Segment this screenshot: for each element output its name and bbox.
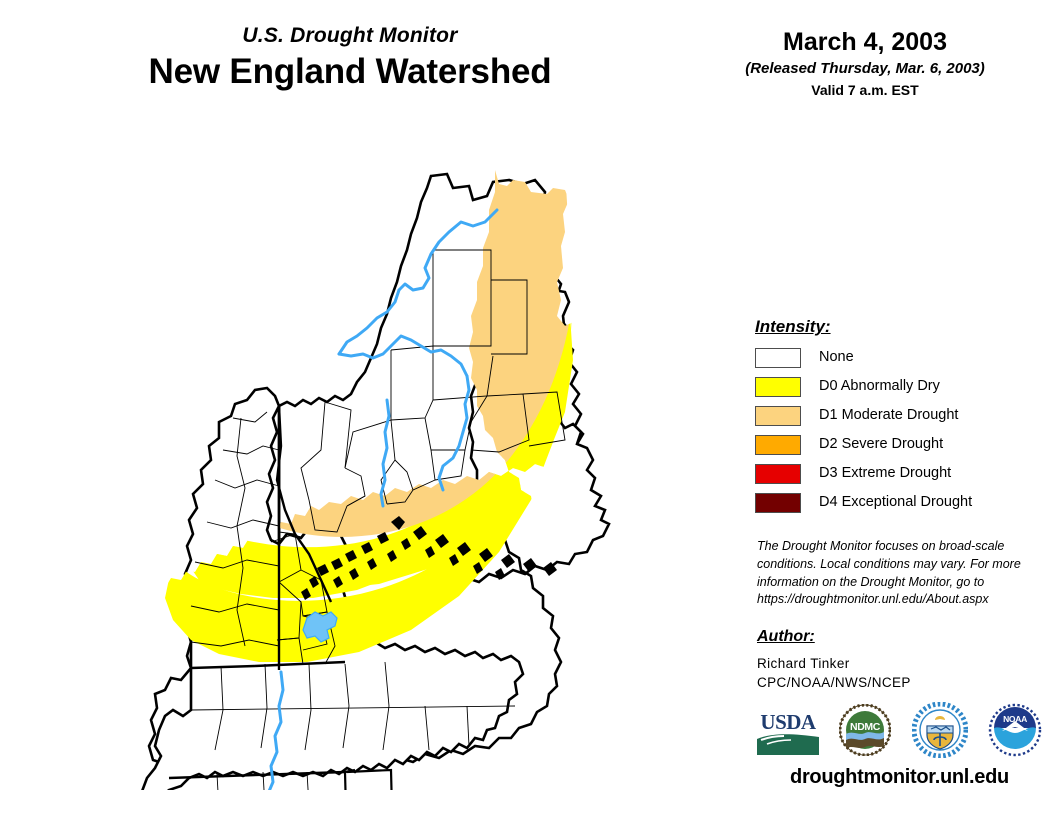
river-kennebec bbox=[379, 398, 391, 508]
map-coastline-detail bbox=[301, 516, 557, 600]
county-line-vt-6 bbox=[190, 603, 280, 613]
county-line-aroostook-e bbox=[491, 279, 528, 355]
d0-band bbox=[165, 290, 572, 662]
county-line-washington bbox=[522, 391, 566, 447]
author-title: Author: bbox=[757, 628, 815, 645]
map-rivers bbox=[267, 208, 499, 790]
legend-swatch-none bbox=[755, 347, 801, 368]
release-date: (Released Thursday, Mar. 6, 2003) bbox=[745, 59, 985, 77]
partner-logos: USDA NDMC bbox=[757, 701, 1042, 763]
county-line-cumberland bbox=[346, 495, 366, 507]
svg-text:NDMC: NDMC bbox=[850, 721, 881, 733]
legend-label-d0: D0 Abnormally Dry bbox=[819, 377, 940, 394]
title-block-left: U.S. Drought Monitor New England Watersh… bbox=[40, 24, 660, 92]
county-line-york bbox=[308, 499, 348, 533]
drought-area-d0 bbox=[165, 290, 573, 662]
county-line-vt-4 bbox=[206, 519, 280, 529]
page-title: New England Watershed bbox=[148, 52, 552, 92]
county-line-somerset bbox=[344, 350, 392, 469]
nws-seal-logo[interactable] bbox=[911, 701, 969, 763]
legend-item-none[interactable]: None bbox=[755, 346, 1035, 370]
county-line-knox bbox=[434, 449, 466, 481]
author-affiliation: CPC/NOAA/NWS/NCEP bbox=[757, 675, 911, 691]
valid-time: Valid 7 a.m. EST bbox=[811, 81, 919, 98]
legend-swatch-d2 bbox=[755, 434, 801, 455]
county-line-aroostook-w bbox=[432, 249, 492, 347]
legend-item-d1[interactable]: D1 Moderate Drought bbox=[755, 404, 1035, 428]
valid-date: March 4, 2003 bbox=[783, 28, 947, 56]
legend: Intensity: None D0 Abnormally Dry D1 Mod… bbox=[755, 317, 1035, 520]
county-line-ma-5 bbox=[190, 705, 516, 711]
river-connecticut bbox=[267, 670, 285, 790]
county-line-hillsborough bbox=[276, 637, 304, 665]
county-line-vt-2 bbox=[222, 445, 280, 455]
river-st-john bbox=[397, 208, 499, 292]
county-line-vt-v1 bbox=[236, 417, 246, 647]
river-penobscot-upper bbox=[337, 288, 401, 356]
map-boundaries bbox=[168, 249, 566, 790]
river-penobscot-lower bbox=[437, 374, 471, 492]
county-line-vt-5 bbox=[194, 559, 280, 569]
county-line-ma-2 bbox=[260, 663, 268, 749]
county-line-sagadahoc bbox=[386, 489, 414, 505]
state-line-nh-ma bbox=[254, 660, 346, 668]
county-line-ma-6 bbox=[382, 661, 390, 751]
legend-item-d2[interactable]: D2 Severe Drought bbox=[755, 433, 1035, 457]
d0-polygon-west bbox=[195, 300, 573, 590]
state-line-ri-ma bbox=[346, 768, 393, 790]
drought-map bbox=[95, 150, 695, 790]
svg-text:NOAA: NOAA bbox=[1003, 714, 1027, 724]
lake-winnipesaukee bbox=[302, 611, 338, 643]
legend-label-d4: D4 Exceptional Drought bbox=[819, 493, 973, 510]
disclaimer-text: The Drought Monitor focuses on broad-sca… bbox=[757, 539, 1021, 607]
legend-label-d1: D1 Moderate Drought bbox=[819, 406, 959, 423]
title-block-right: March 4, 2003 (Released Thursday, Mar. 6… bbox=[700, 28, 1030, 99]
legend-item-d3[interactable]: D3 Extreme Drought bbox=[755, 462, 1035, 486]
county-line-kennebec bbox=[380, 419, 396, 505]
coast-maine-islands bbox=[301, 516, 557, 600]
legend-swatch-d4 bbox=[755, 492, 801, 513]
county-line-ma-3 bbox=[304, 663, 312, 751]
state-line-ct-ri bbox=[343, 771, 347, 790]
noaa-logo[interactable]: NOAA bbox=[988, 703, 1042, 762]
county-line-vt-7 bbox=[190, 639, 280, 647]
county-line-hancock bbox=[470, 393, 530, 453]
county-line-ct-3 bbox=[306, 771, 309, 790]
legend-label-d2: D2 Severe Drought bbox=[819, 435, 944, 452]
county-line-franklin bbox=[324, 401, 352, 469]
state-line-vt-ma bbox=[190, 664, 256, 670]
author-block: Author: Richard Tinker CPC/NOAA/NWS/NCEP bbox=[757, 628, 1037, 693]
county-line-ma-8 bbox=[466, 705, 470, 747]
county-line-vt-1 bbox=[232, 411, 268, 423]
legend-item-d4[interactable]: D4 Exceptional Drought bbox=[755, 491, 1035, 515]
usda-logo[interactable]: USDA bbox=[757, 704, 819, 760]
legend-swatch-d3 bbox=[755, 463, 801, 484]
county-line-vt-3 bbox=[214, 479, 280, 489]
site-url[interactable]: droughtmonitor.unl.edu bbox=[790, 766, 1009, 788]
ndmc-logo[interactable]: NDMC bbox=[838, 703, 892, 761]
county-line-oxford bbox=[300, 401, 326, 501]
map-lakes bbox=[302, 611, 338, 643]
product-subtitle: U.S. Drought Monitor bbox=[242, 24, 458, 47]
legend-label-d3: D3 Extreme Drought bbox=[819, 464, 952, 481]
legend-swatch-d0 bbox=[755, 376, 801, 397]
author-name: Richard Tinker bbox=[757, 655, 850, 671]
svg-text:USDA: USDA bbox=[760, 710, 817, 734]
county-line-ct-1 bbox=[216, 773, 219, 790]
county-line-grafton bbox=[278, 531, 302, 583]
legend-swatch-d1 bbox=[755, 405, 801, 426]
county-line-ma-4 bbox=[342, 663, 350, 749]
river-penobscot-mid bbox=[337, 334, 469, 378]
legend-label-none: None bbox=[819, 348, 854, 365]
legend-title: Intensity: bbox=[755, 317, 831, 336]
legend-item-d0[interactable]: D0 Abnormally Dry bbox=[755, 375, 1035, 399]
county-line-ct-2 bbox=[262, 771, 265, 790]
county-line-ma-7 bbox=[424, 705, 430, 751]
